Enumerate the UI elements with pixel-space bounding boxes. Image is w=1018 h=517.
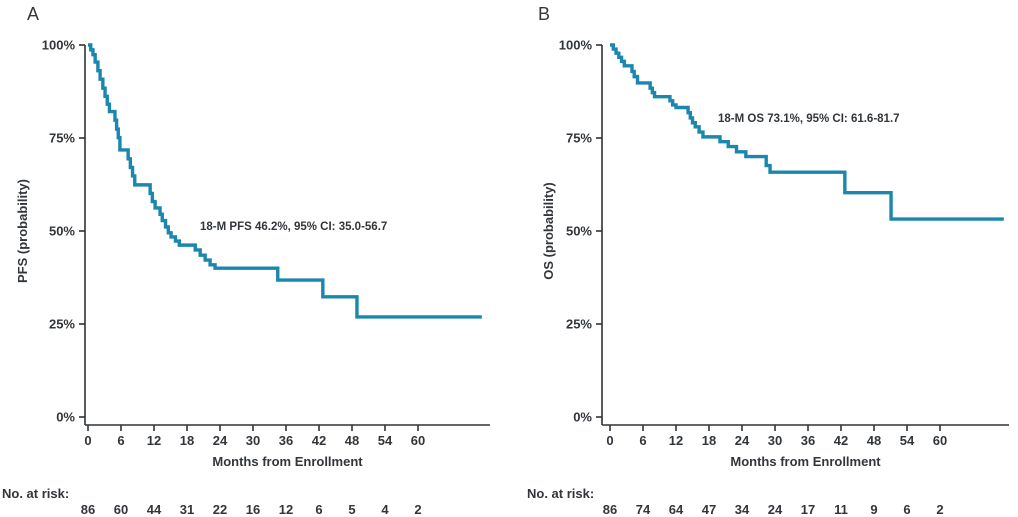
- y-tick-label: 50%: [566, 224, 592, 239]
- y-tick-label: 25%: [49, 317, 75, 332]
- x-axis-title: Months from Enrollment: [212, 454, 363, 469]
- km-estimate-annotation: 18-M PFS 46.2%, 95% CI: 35.0-56.7: [200, 221, 387, 233]
- x-tick-label: 18: [702, 433, 716, 448]
- y-tick-label: 100%: [42, 38, 76, 53]
- x-tick-label: 0: [606, 433, 613, 448]
- no-at-risk-count: 86: [81, 502, 95, 517]
- x-axis-title: Months from Enrollment: [730, 454, 881, 469]
- x-tick-label: 54: [378, 433, 393, 448]
- no-at-risk-count: 12: [279, 502, 293, 517]
- x-tick-label: 12: [669, 433, 683, 448]
- panel-os-letter: B: [538, 4, 551, 24]
- panel-pfs: A 100% 75% 50% 25% 0% 0 6 12 18 24 30 36 42 48 54 60 PFS…: [2, 4, 490, 517]
- km-step-curve: [610, 43, 1004, 221]
- x-tick-label: 48: [867, 433, 881, 448]
- panel-os: B 100% 75% 50% 25% 0% 0 6 12 18 24 30 36 42 48 54 60 OS …: [509, 0, 1018, 517]
- x-tick-label: 24: [213, 433, 228, 448]
- no-at-risk-count: 74: [636, 502, 651, 517]
- no-at-risk-count: 5: [348, 502, 355, 517]
- no-at-risk-label: No. at risk:: [2, 486, 69, 501]
- y-tick-label: 75%: [566, 131, 592, 146]
- no-at-risk-count: 2: [936, 502, 943, 517]
- y-tick-label: 25%: [566, 317, 592, 332]
- y-tick-label: 0%: [56, 410, 75, 425]
- y-tick-label: 75%: [49, 131, 75, 146]
- no-at-risk-count: 60: [114, 502, 128, 517]
- no-at-risk-count: 34: [735, 502, 750, 517]
- no-at-risk-count: 16: [246, 502, 260, 517]
- y-axis-title: PFS (probability): [15, 179, 30, 283]
- x-tick-label: 42: [312, 433, 326, 448]
- x-tick-label: 18: [180, 433, 194, 448]
- no-at-risk-count: 44: [147, 502, 162, 517]
- x-tick-label: 12: [147, 433, 161, 448]
- y-tick-label: 0%: [573, 410, 592, 425]
- no-at-risk-count: 11: [834, 502, 848, 517]
- x-tick-label: 48: [345, 433, 359, 448]
- x-tick-label: 54: [900, 433, 915, 448]
- no-at-risk-count: 22: [213, 502, 227, 517]
- y-tick-label: 50%: [49, 224, 75, 239]
- x-tick-label: 30: [246, 433, 260, 448]
- x-tick-label: 24: [735, 433, 750, 448]
- x-tick-label: 30: [768, 433, 782, 448]
- y-axis-title: OS (probability): [541, 182, 556, 280]
- no-at-risk-count: 4: [381, 502, 389, 517]
- no-at-risk-count: 6: [903, 502, 910, 517]
- km-step-curve: [88, 43, 482, 319]
- no-at-risk-count: 24: [768, 502, 783, 517]
- y-tick-label: 100%: [559, 38, 593, 53]
- no-at-risk-count: 47: [702, 502, 716, 517]
- no-at-risk-count: 17: [801, 502, 815, 517]
- x-tick-label: 6: [117, 433, 124, 448]
- no-at-risk-count: 31: [180, 502, 194, 517]
- x-tick-label: 36: [801, 433, 815, 448]
- panel-pfs-letter: A: [27, 4, 40, 24]
- x-tick-label: 42: [834, 433, 848, 448]
- no-at-risk-count: 6: [315, 502, 322, 517]
- no-at-risk-count: 2: [414, 502, 421, 517]
- x-tick-label: 60: [933, 433, 947, 448]
- x-tick-label: 0: [84, 433, 91, 448]
- no-at-risk-count: 64: [669, 502, 684, 517]
- no-at-risk-count: 9: [870, 502, 877, 517]
- no-at-risk-count: 86: [603, 502, 617, 517]
- no-at-risk-label: No. at risk:: [527, 486, 594, 501]
- x-tick-label: 36: [279, 433, 293, 448]
- x-tick-label: 60: [411, 433, 425, 448]
- km-estimate-annotation: 18-M OS 73.1%, 95% CI: 61.6-81.7: [718, 113, 900, 125]
- x-tick-label: 6: [639, 433, 646, 448]
- os-km-chart: 100% 75% 50% 25% 0% 0 6 12 18 24 30 36 42 48 54 60 OS (p…: [527, 38, 1009, 517]
